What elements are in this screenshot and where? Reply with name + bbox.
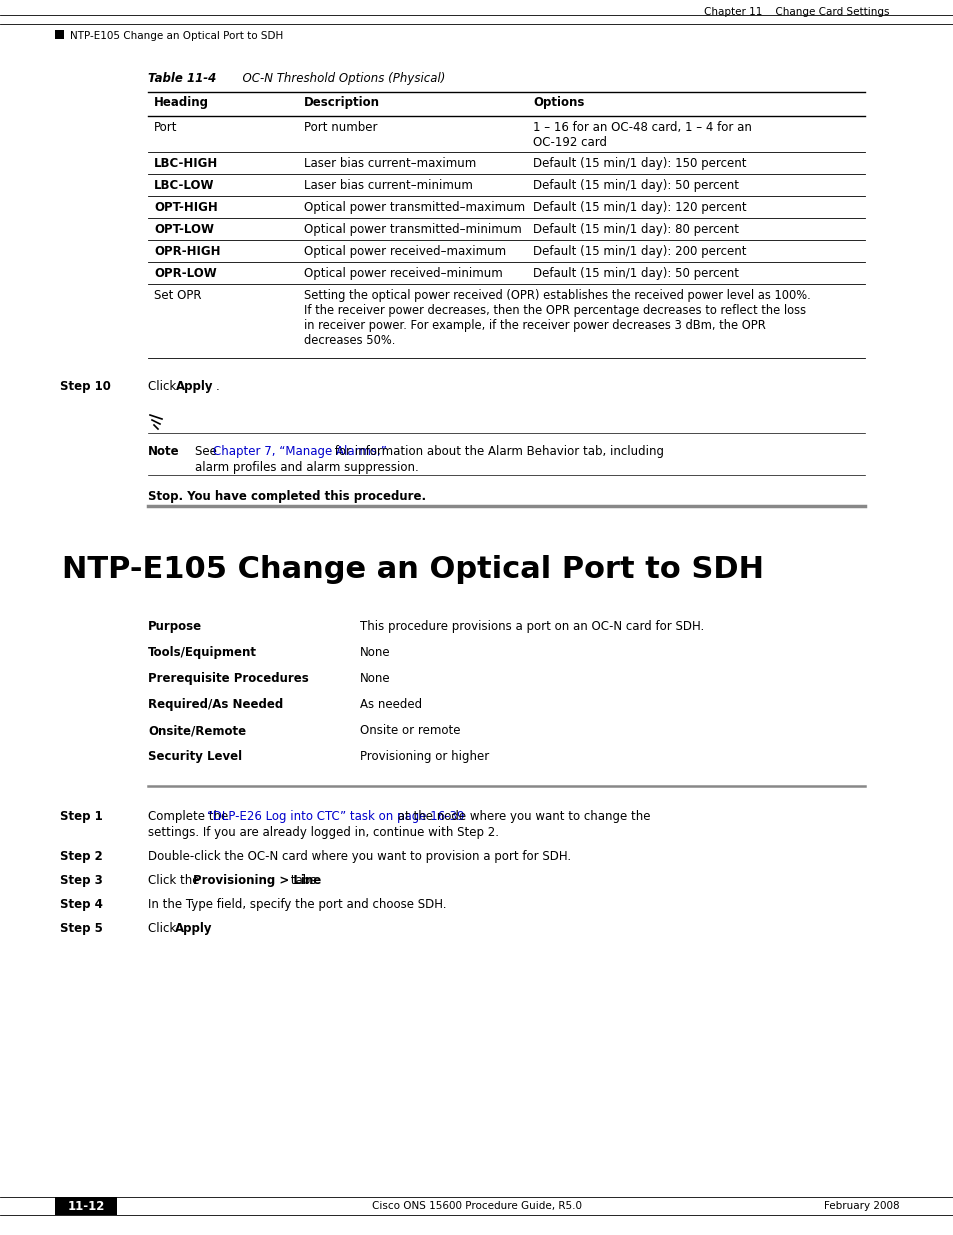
Text: Setting the optical power received (OPR) establishes the received power level as: Setting the optical power received (OPR)… <box>304 289 810 347</box>
Text: OC-N Threshold Options (Physical): OC-N Threshold Options (Physical) <box>220 72 445 85</box>
Text: Complete the: Complete the <box>148 810 232 823</box>
Text: Required/As Needed: Required/As Needed <box>148 698 283 711</box>
Text: 11-12: 11-12 <box>68 1199 105 1213</box>
Text: Purpose: Purpose <box>148 620 202 634</box>
Text: Step 5: Step 5 <box>60 923 103 935</box>
Text: OPT-HIGH: OPT-HIGH <box>153 201 217 214</box>
Bar <box>55 30 64 40</box>
Text: Chapter 7, “Manage Alarms,”: Chapter 7, “Manage Alarms,” <box>213 445 386 458</box>
Text: NTP-E105 Change an Optical Port to SDH: NTP-E105 Change an Optical Port to SDH <box>62 555 763 584</box>
Text: LBC-HIGH: LBC-HIGH <box>153 157 218 170</box>
Bar <box>55 1197 117 1215</box>
Text: See: See <box>194 445 220 458</box>
Text: Set OPR: Set OPR <box>153 289 201 303</box>
Text: This procedure provisions a port on an OC-N card for SDH.: This procedure provisions a port on an O… <box>359 620 703 634</box>
Text: In the Type field, specify the port and choose SDH.: In the Type field, specify the port and … <box>148 898 446 911</box>
Text: Port: Port <box>153 121 177 135</box>
Text: Optical power received–minimum: Optical power received–minimum <box>304 267 502 280</box>
Text: LBC-LOW: LBC-LOW <box>153 179 214 191</box>
Text: Default (15 min/1 day): 80 percent: Default (15 min/1 day): 80 percent <box>533 224 739 236</box>
Text: As needed: As needed <box>359 698 421 711</box>
Text: alarm profiles and alarm suppression.: alarm profiles and alarm suppression. <box>194 461 418 474</box>
Text: NTP-E105 Change an Optical Port to SDH: NTP-E105 Change an Optical Port to SDH <box>70 31 283 41</box>
Text: at the node where you want to change the: at the node where you want to change the <box>394 810 650 823</box>
Text: Laser bias current–maximum: Laser bias current–maximum <box>304 157 476 170</box>
Text: Step 3: Step 3 <box>60 874 103 887</box>
Text: .: . <box>199 923 203 935</box>
Text: .: . <box>215 380 219 393</box>
Text: Provisioning > Line: Provisioning > Line <box>193 874 321 887</box>
Text: Default (15 min/1 day): 50 percent: Default (15 min/1 day): 50 percent <box>533 267 739 280</box>
Text: None: None <box>359 672 390 685</box>
Text: Click: Click <box>148 923 180 935</box>
Text: tabs.: tabs. <box>286 874 319 887</box>
Text: settings. If you are already logged in, continue with Step 2.: settings. If you are already logged in, … <box>148 826 498 839</box>
Text: Stop. You have completed this procedure.: Stop. You have completed this procedure. <box>148 490 426 503</box>
Text: Cisco ONS 15600 Procedure Guide, R5.0: Cisco ONS 15600 Procedure Guide, R5.0 <box>372 1200 581 1212</box>
Text: Heading: Heading <box>153 96 209 109</box>
Text: Step 1: Step 1 <box>60 810 103 823</box>
Text: Optical power transmitted–maximum: Optical power transmitted–maximum <box>304 201 524 214</box>
Text: Step 2: Step 2 <box>60 850 103 863</box>
Text: Default (15 min/1 day): 200 percent: Default (15 min/1 day): 200 percent <box>533 245 745 258</box>
Text: Description: Description <box>304 96 379 109</box>
Text: Security Level: Security Level <box>148 750 242 763</box>
Text: None: None <box>359 646 390 659</box>
Text: for information about the Alarm Behavior tab, including: for information about the Alarm Behavior… <box>331 445 663 458</box>
Text: Table 11-4: Table 11-4 <box>148 72 216 85</box>
Text: Step 10: Step 10 <box>60 380 111 393</box>
Text: Default (15 min/1 day): 50 percent: Default (15 min/1 day): 50 percent <box>533 179 739 191</box>
Text: Optical power received–maximum: Optical power received–maximum <box>304 245 506 258</box>
Text: Provisioning or higher: Provisioning or higher <box>359 750 489 763</box>
Text: Tools/Equipment: Tools/Equipment <box>148 646 256 659</box>
Text: Step 4: Step 4 <box>60 898 103 911</box>
Text: “DLP-E26 Log into CTC” task on page 16-39: “DLP-E26 Log into CTC” task on page 16-3… <box>207 810 464 823</box>
Text: Onsite or remote: Onsite or remote <box>359 724 460 737</box>
Text: 1 – 16 for an OC-48 card, 1 – 4 for an
OC-192 card: 1 – 16 for an OC-48 card, 1 – 4 for an O… <box>533 121 751 149</box>
Text: Apply: Apply <box>175 923 213 935</box>
Text: OPR-HIGH: OPR-HIGH <box>153 245 220 258</box>
Text: OPT-LOW: OPT-LOW <box>153 224 213 236</box>
Text: Apply: Apply <box>175 380 213 393</box>
Text: Note: Note <box>148 445 179 458</box>
Text: February 2008: February 2008 <box>823 1200 899 1212</box>
Text: Options: Options <box>533 96 584 109</box>
Text: Click the: Click the <box>148 874 203 887</box>
Text: Chapter 11    Change Card Settings: Chapter 11 Change Card Settings <box>703 7 889 17</box>
Text: Click: Click <box>148 380 180 393</box>
Text: Optical power transmitted–minimum: Optical power transmitted–minimum <box>304 224 521 236</box>
Text: Double-click the OC-N card where you want to provision a port for SDH.: Double-click the OC-N card where you wan… <box>148 850 571 863</box>
Text: Onsite/Remote: Onsite/Remote <box>148 724 246 737</box>
Text: Prerequisite Procedures: Prerequisite Procedures <box>148 672 309 685</box>
Text: Laser bias current–minimum: Laser bias current–minimum <box>304 179 473 191</box>
Text: OPR-LOW: OPR-LOW <box>153 267 216 280</box>
Text: Default (15 min/1 day): 150 percent: Default (15 min/1 day): 150 percent <box>533 157 745 170</box>
Text: Port number: Port number <box>304 121 377 135</box>
Text: Default (15 min/1 day): 120 percent: Default (15 min/1 day): 120 percent <box>533 201 746 214</box>
